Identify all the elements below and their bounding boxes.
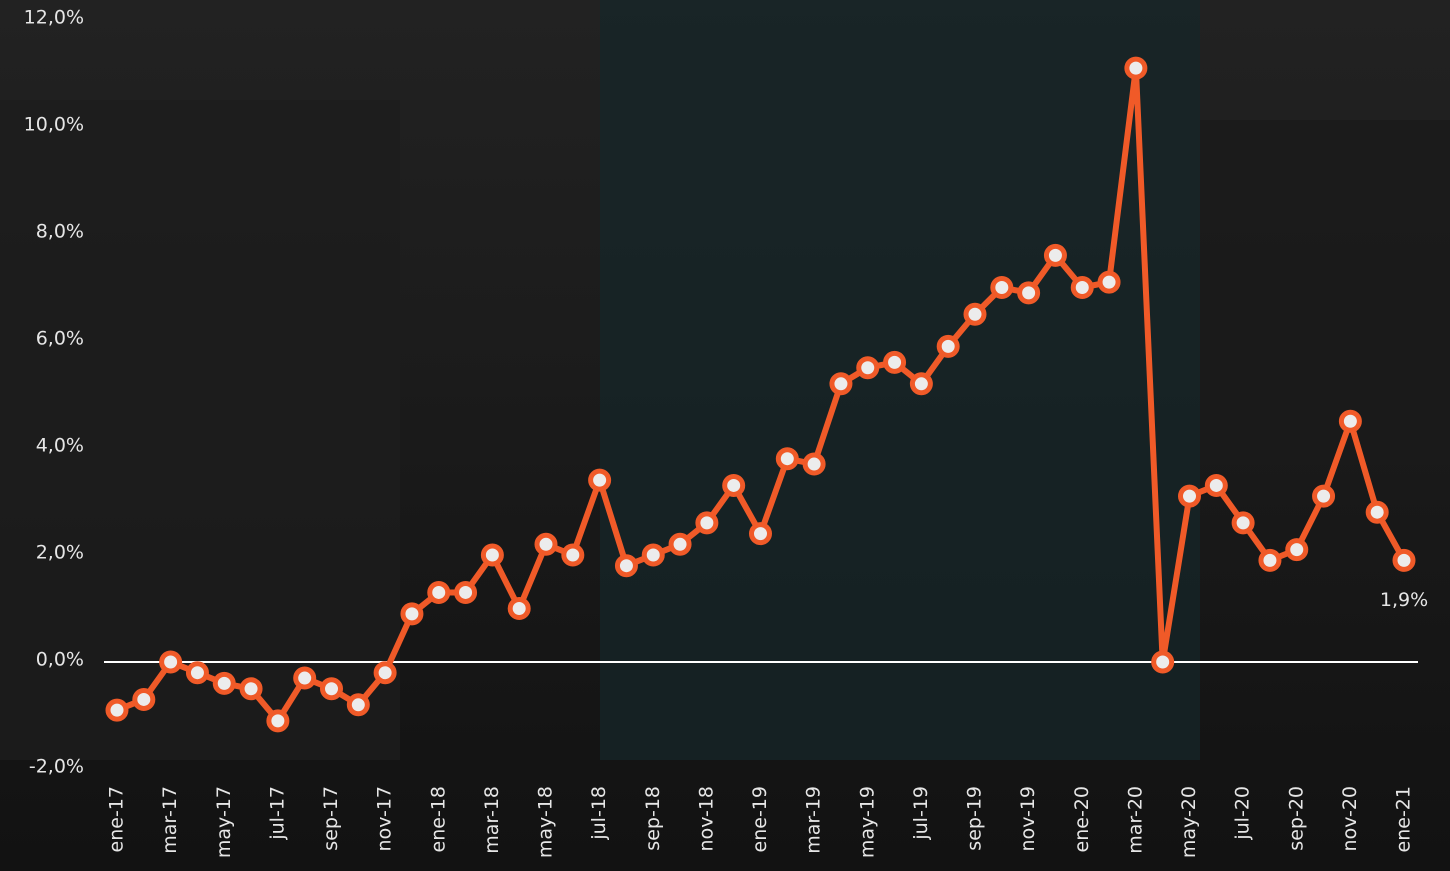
data-point bbox=[1258, 548, 1282, 572]
data-point bbox=[1070, 276, 1094, 299]
x-tick-label: jul-18 bbox=[588, 786, 610, 841]
data-point bbox=[1365, 500, 1389, 524]
data-point bbox=[749, 522, 772, 546]
data-point bbox=[829, 372, 853, 396]
data-point bbox=[1312, 484, 1336, 508]
y-tick-label: -2,0% bbox=[29, 756, 84, 778]
x-tick-label: nov-17 bbox=[374, 786, 396, 851]
data-point bbox=[185, 661, 209, 685]
y-tick-label: 8,0% bbox=[36, 221, 84, 243]
x-tick-label: jul-20 bbox=[1232, 786, 1254, 841]
data-label: 1,9% bbox=[1380, 589, 1428, 611]
data-point bbox=[480, 543, 504, 567]
data-point bbox=[1392, 548, 1416, 572]
x-tick-label: ene-18 bbox=[427, 786, 449, 852]
x-tick-label: nov-20 bbox=[1339, 786, 1361, 851]
data-point bbox=[1097, 270, 1121, 294]
data-point bbox=[373, 661, 397, 685]
data-point bbox=[427, 580, 451, 604]
data-point bbox=[802, 452, 826, 476]
data-point bbox=[400, 602, 424, 626]
x-tick-label: sep-19 bbox=[964, 786, 986, 851]
data-point bbox=[454, 580, 478, 604]
x-tick-label: may-19 bbox=[856, 786, 878, 858]
x-tick-label: ene-21 bbox=[1393, 786, 1415, 852]
background-shelf bbox=[1200, 120, 1450, 420]
data-point bbox=[105, 698, 129, 722]
background-figure bbox=[0, 100, 400, 760]
data-point bbox=[1151, 650, 1175, 674]
data-point bbox=[1285, 538, 1309, 562]
data-point bbox=[1017, 281, 1041, 305]
y-tick-label: 10,0% bbox=[24, 114, 84, 136]
data-point bbox=[293, 666, 317, 690]
x-tick-label: mar-17 bbox=[159, 786, 181, 854]
x-tick-label: may-20 bbox=[1178, 786, 1200, 858]
x-tick-label: ene-20 bbox=[1071, 786, 1093, 852]
data-point bbox=[588, 468, 612, 492]
x-tick-label: nov-18 bbox=[695, 786, 717, 851]
x-tick-label: ene-17 bbox=[106, 786, 128, 852]
data-point bbox=[561, 543, 585, 567]
data-point bbox=[775, 447, 799, 471]
x-tick-label: mar-20 bbox=[1124, 786, 1146, 854]
x-tick-label: mar-18 bbox=[481, 786, 503, 854]
x-tick-label: jul-17 bbox=[266, 786, 288, 841]
data-point bbox=[883, 350, 907, 374]
data-point bbox=[507, 597, 531, 620]
y-tick-label: 0,0% bbox=[36, 649, 84, 671]
data-point bbox=[132, 687, 156, 711]
data-point bbox=[1231, 511, 1255, 535]
data-point bbox=[1124, 56, 1148, 80]
x-tick-label: mar-19 bbox=[803, 786, 825, 854]
y-tick-label: 12,0% bbox=[24, 7, 84, 29]
data-point bbox=[614, 554, 638, 578]
x-tick-label: ene-19 bbox=[749, 786, 771, 852]
data-point bbox=[641, 543, 665, 567]
data-point bbox=[1178, 484, 1201, 508]
data-point bbox=[856, 356, 880, 380]
data-point bbox=[534, 532, 558, 556]
x-tick-label: sep-17 bbox=[320, 786, 342, 851]
data-point bbox=[320, 677, 343, 701]
data-point bbox=[212, 671, 236, 695]
data-point bbox=[159, 650, 183, 674]
data-point bbox=[239, 677, 263, 701]
x-tick-label: may-18 bbox=[535, 786, 557, 858]
background-figure bbox=[600, 0, 1200, 760]
x-tick-label: may-17 bbox=[213, 786, 235, 858]
data-point bbox=[963, 302, 987, 326]
x-tick-label: sep-18 bbox=[642, 786, 664, 851]
x-tick-label: jul-19 bbox=[910, 786, 932, 841]
data-point bbox=[990, 276, 1014, 299]
data-point bbox=[266, 709, 290, 733]
x-tick-label: sep-20 bbox=[1285, 786, 1307, 851]
data-point bbox=[909, 372, 933, 396]
x-tick-label: nov-19 bbox=[1017, 786, 1039, 851]
data-point bbox=[695, 511, 719, 535]
data-point bbox=[722, 473, 746, 497]
y-tick-label: 6,0% bbox=[36, 328, 84, 350]
data-point bbox=[1204, 473, 1228, 497]
data-point bbox=[1338, 409, 1362, 433]
y-tick-label: 2,0% bbox=[36, 542, 84, 564]
data-point bbox=[1043, 243, 1067, 267]
data-point bbox=[668, 532, 692, 556]
data-point bbox=[346, 693, 370, 717]
data-point bbox=[936, 334, 960, 358]
y-tick-label: 4,0% bbox=[36, 435, 84, 457]
